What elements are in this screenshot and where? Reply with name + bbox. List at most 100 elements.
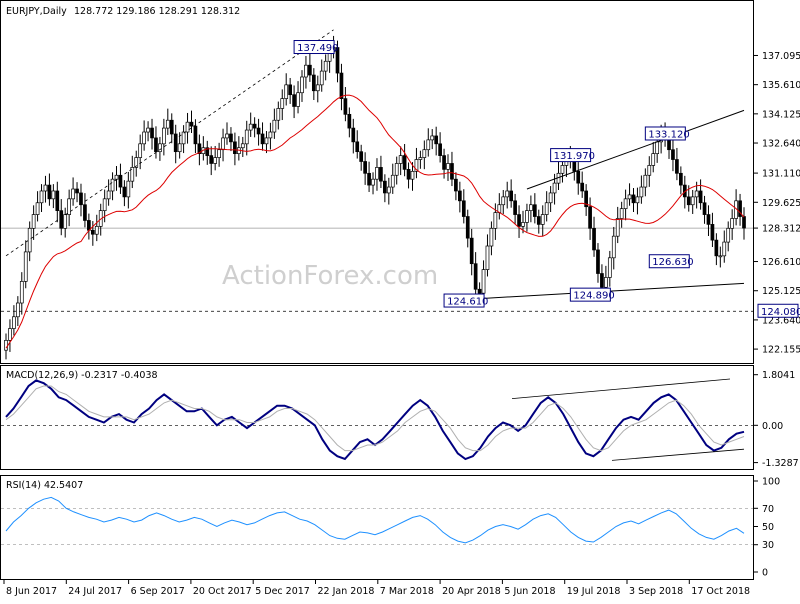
candle-body: [442, 155, 446, 170]
level-label: 133.120: [648, 129, 689, 140]
candle-body: [485, 245, 490, 270]
candle-body: [173, 133, 178, 153]
candle-body: [465, 216, 470, 239]
candle-body: [260, 133, 265, 145]
candle-body: [134, 157, 139, 168]
candle-body: [355, 141, 360, 153]
x-tick-label: 22 Jan 2018: [318, 586, 375, 597]
candle-body: [12, 316, 16, 329]
candle-body: [209, 155, 214, 164]
candle-body: [272, 119, 277, 133]
candle-body: [576, 170, 581, 184]
candle-body: [304, 64, 308, 78]
candle-body: [619, 208, 624, 219]
candle-body: [292, 94, 296, 107]
candle-body: [35, 202, 40, 215]
candle-body: [55, 190, 60, 211]
candle-body: [552, 182, 557, 194]
candle-body: [469, 237, 474, 265]
candle-body: [706, 214, 711, 225]
macd-upper-trendline: [511, 378, 731, 400]
price-tick-label: 134.125: [762, 109, 800, 120]
candle-body: [592, 227, 596, 251]
price-tick-label: 122.155: [762, 345, 800, 356]
candle-body: [371, 178, 375, 186]
candle-body: [217, 149, 221, 158]
candle-body: [142, 131, 146, 145]
x-tick-label: 20 Oct 2017: [193, 586, 252, 597]
candle-body: [165, 119, 170, 129]
candle-body: [623, 198, 628, 210]
candle-body: [75, 188, 79, 194]
x-tick-label: 17 Oct 2018: [691, 586, 750, 597]
price-tick-label: 129.625: [762, 198, 800, 209]
candle-body: [430, 135, 435, 141]
main-panel-frame: [0, 0, 754, 364]
rsi-tick-label: 100: [762, 477, 780, 488]
candle-body: [481, 269, 486, 294]
candle-body: [517, 214, 521, 227]
candle-body: [240, 143, 245, 149]
level-label-box: [648, 254, 690, 269]
x-tick-label: 20 Apr 2018: [442, 586, 501, 597]
candle-body: [710, 224, 715, 241]
candle-body: [505, 190, 510, 198]
candle-body: [655, 141, 660, 154]
macd-panel-frame: [0, 365, 754, 470]
candle-body: [126, 180, 131, 198]
level-label: 137.490: [297, 43, 338, 54]
candle-body: [529, 204, 533, 211]
candle-body: [667, 139, 671, 151]
candle-body: [363, 161, 367, 174]
candle-body: [635, 196, 640, 204]
candle-body: [489, 227, 494, 247]
candle-body: [596, 249, 600, 274]
candle-body: [438, 143, 442, 156]
candle-body: [694, 190, 699, 198]
candle-body: [8, 328, 12, 341]
candle-body: [177, 143, 182, 153]
candle-body: [43, 184, 48, 192]
candle-body: [458, 190, 462, 202]
candle-body: [675, 159, 679, 174]
x-tick-label: 7 Mar 2018: [380, 586, 434, 597]
candle-body: [477, 288, 482, 294]
candle-body: [501, 196, 506, 206]
candle-body: [532, 204, 537, 217]
candle-body: [351, 127, 356, 143]
moving-average-line: [5, 94, 745, 349]
candle-body: [742, 216, 746, 229]
candle-body: [118, 174, 123, 188]
candle-body: [600, 273, 604, 288]
candle-body: [410, 170, 415, 180]
candle-body: [379, 167, 383, 182]
candle-body: [311, 74, 316, 92]
candle-body: [31, 214, 36, 229]
candle-body: [264, 137, 269, 145]
level-label-box: [293, 40, 335, 55]
rsi-panel: 100 70 50 30 0: [1, 477, 780, 579]
candle-body: [19, 281, 24, 304]
candle-body: [181, 131, 186, 145]
candle-body: [59, 210, 64, 229]
candle-body: [150, 127, 154, 139]
candle-body: [390, 174, 395, 188]
x-tick-label: 6 Sep 2017: [131, 586, 185, 597]
candle-body: [315, 84, 320, 92]
rsi-title: RSI(14) 42.5407: [6, 480, 83, 491]
candle-body: [296, 92, 300, 107]
macd-tick-label: 1.8041: [762, 370, 795, 381]
candle-body: [398, 155, 403, 164]
candle-body: [102, 198, 107, 211]
candle-body: [15, 302, 20, 318]
candle-body: [138, 143, 143, 158]
candle-body: [300, 76, 304, 94]
x-tick-label: 5 Dec 2017: [255, 586, 310, 597]
rsi-panel-frame: [0, 475, 754, 580]
candle-body: [47, 184, 52, 200]
candle-body: [225, 133, 229, 139]
candle-body: [122, 186, 127, 198]
dashed-uptrend-line: [5, 29, 334, 257]
